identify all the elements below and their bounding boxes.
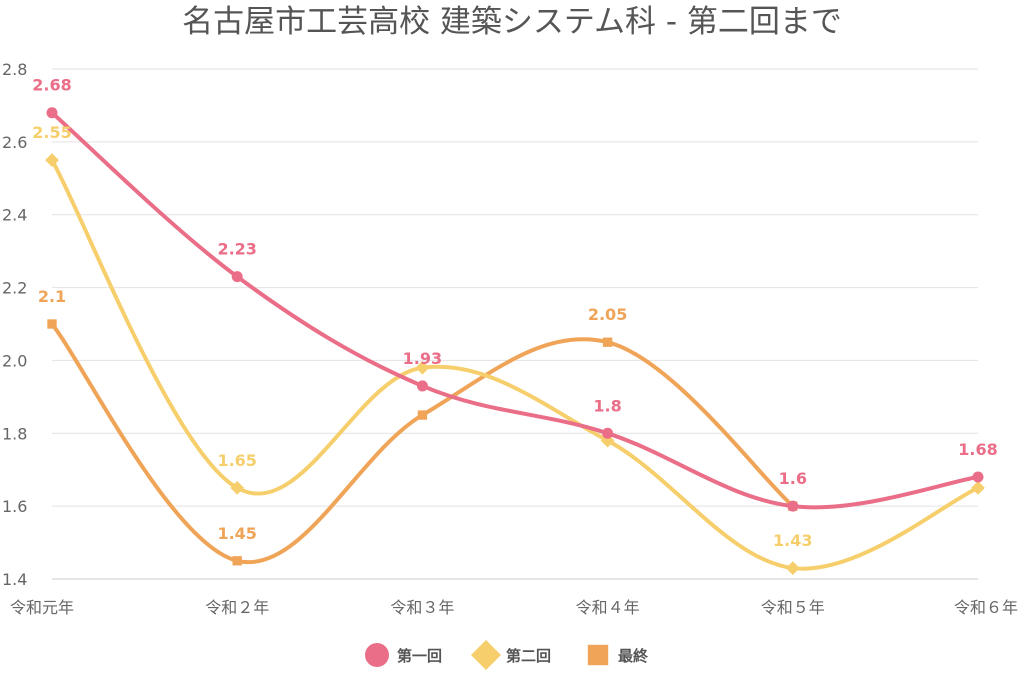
y-tick-label: 1.4 bbox=[2, 570, 27, 589]
legend-item-2[interactable]: 最終 bbox=[587, 644, 649, 666]
legend-item-0[interactable]: 第一回 bbox=[365, 643, 442, 667]
data-point bbox=[417, 410, 428, 420]
legend-marker bbox=[365, 643, 389, 667]
data-label: 1.45 bbox=[217, 524, 256, 543]
x-tick-label: 令和元年 bbox=[10, 598, 74, 617]
data-point bbox=[415, 360, 430, 375]
y-tick-label: 2.8 bbox=[2, 60, 27, 79]
data-point bbox=[972, 471, 984, 483]
series-line-0 bbox=[50, 110, 980, 510]
x-axis: 令和元年 令和２年 令和３年 令和４年 令和５年 令和６年 bbox=[10, 598, 1018, 617]
y-tick-label: 2.2 bbox=[2, 279, 27, 298]
y-tick-label: 1.8 bbox=[2, 424, 27, 443]
data-label: 1.43 bbox=[773, 531, 812, 550]
x-tick-label: 令和４年 bbox=[576, 598, 640, 617]
chart-title: 名古屋市工芸高校 建築システム科 - 第二回まで bbox=[182, 4, 842, 40]
y-tick-label: 1.6 bbox=[2, 497, 27, 516]
data-label: 1.8 bbox=[593, 396, 621, 415]
data-label: 1.68 bbox=[958, 440, 997, 459]
legend-label: 第一回 bbox=[397, 647, 442, 665]
series-lines bbox=[45, 107, 985, 575]
data-label: 2.23 bbox=[217, 240, 256, 259]
data-label: 2.55 bbox=[32, 123, 71, 142]
legend[interactable]: 第一回 第二回 最終 bbox=[365, 640, 649, 670]
data-label: 2.05 bbox=[588, 305, 627, 324]
data-point bbox=[787, 500, 799, 512]
legend-label: 第二回 bbox=[506, 647, 551, 665]
y-tick-label: 2.4 bbox=[2, 206, 27, 225]
data-point bbox=[231, 271, 243, 283]
data-label: 2.1 bbox=[38, 287, 66, 306]
x-tick-label: 令和３年 bbox=[390, 598, 454, 617]
data-point bbox=[602, 427, 614, 439]
data-label: 1.6 bbox=[779, 469, 807, 488]
data-point bbox=[785, 561, 800, 575]
y-axis: 1.4 1.6 1.8 2.0 2.2 2.4 2.6 2.8 bbox=[2, 60, 27, 589]
x-tick-label: 令和６年 bbox=[954, 598, 1018, 617]
y-tick-label: 2.6 bbox=[2, 133, 27, 152]
data-point bbox=[232, 556, 242, 566]
data-point bbox=[45, 153, 59, 167]
legend-marker bbox=[471, 640, 501, 670]
legend-item-1[interactable]: 第二回 bbox=[471, 640, 551, 670]
data-point bbox=[971, 481, 985, 495]
x-tick-label: 令和５年 bbox=[761, 598, 825, 617]
data-label: 1.93 bbox=[403, 349, 442, 368]
legend-label: 最終 bbox=[618, 647, 649, 665]
legend-marker bbox=[587, 644, 609, 666]
data-point bbox=[46, 107, 58, 119]
grid bbox=[52, 68, 978, 580]
data-point bbox=[47, 319, 57, 329]
series-line-2 bbox=[50, 322, 795, 565]
y-tick-label: 2.0 bbox=[2, 351, 27, 370]
data-point bbox=[416, 380, 428, 392]
data-point bbox=[230, 481, 245, 495]
data-label: 1.65 bbox=[217, 451, 256, 470]
data-labels: 2.68 2.23 1.93 1.8 1.6 1.68 2.55 1.65 1.43 2.1 1.4… bbox=[32, 76, 997, 550]
x-tick-label: 令和２年 bbox=[205, 598, 269, 617]
data-point bbox=[602, 337, 613, 347]
data-label: 2.68 bbox=[32, 76, 71, 95]
